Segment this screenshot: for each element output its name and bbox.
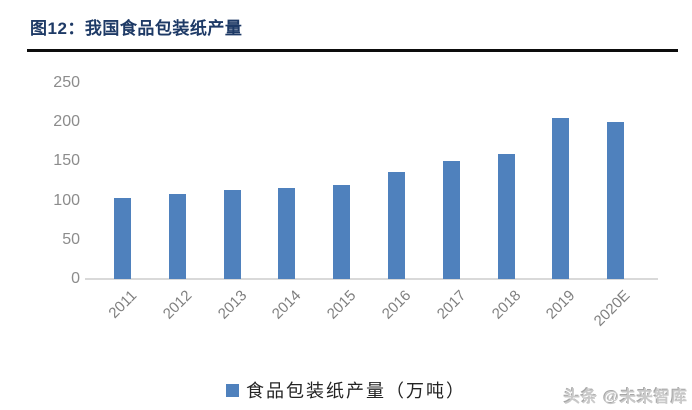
legend-label: 食品包装纸产量（万吨） [246, 381, 466, 402]
y-tick-label: 100 [53, 191, 80, 209]
x-tick-label: 2017 [433, 287, 470, 323]
x-axis-line [85, 278, 658, 280]
watermark: 头条 @未来智库 [563, 389, 688, 406]
y-tick-label: 250 [53, 74, 80, 91]
title-underline [27, 49, 678, 52]
x-tick-label: 2014 [269, 287, 305, 323]
bar-2016 [387, 172, 405, 279]
y-tick-label: 50 [62, 230, 80, 248]
y-tick-label: 200 [53, 113, 80, 131]
bar-2017 [442, 160, 460, 279]
bar-2013 [223, 190, 241, 279]
bar-2014 [278, 188, 296, 279]
y-tick-label: 0 [71, 270, 80, 287]
bar-2012 [168, 193, 186, 279]
bar-2011 [113, 198, 131, 279]
bar-2015 [333, 184, 351, 279]
y-tick-label: 150 [53, 152, 80, 170]
figure-title: 图12：我国食品包装纸产量 [30, 19, 243, 38]
x-tick-label: 2019 [543, 287, 579, 323]
chart-legend: 食品包装纸产量（万吨） [0, 377, 692, 403]
x-tick-label: 2020E [590, 287, 634, 330]
x-tick-label: 2013 [214, 287, 251, 323]
x-tick-label: 2012 [159, 287, 196, 323]
x-tick-label: 2018 [488, 287, 525, 323]
x-tick-label: 2016 [378, 287, 415, 323]
x-tick-label: 2015 [324, 287, 360, 323]
bar-2018 [497, 153, 515, 279]
x-tick-label: 2011 [105, 287, 141, 322]
legend-swatch [226, 383, 239, 397]
bar-2020E [607, 122, 625, 279]
bar-2019 [552, 118, 570, 279]
